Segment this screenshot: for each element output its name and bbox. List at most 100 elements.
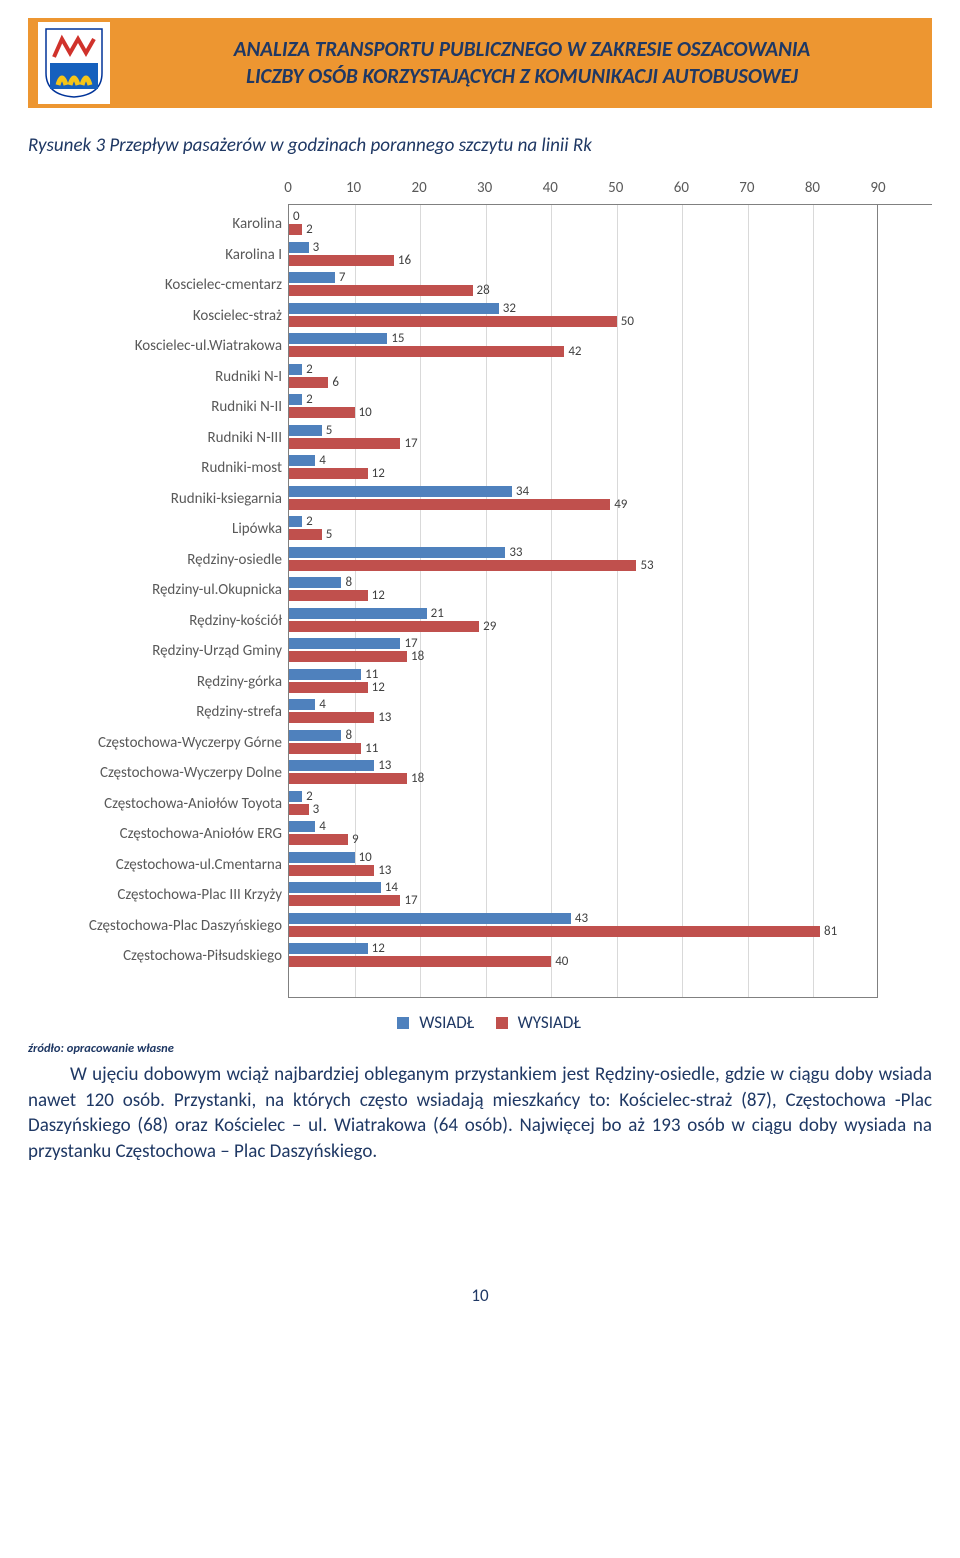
bar	[289, 285, 473, 296]
bar	[289, 346, 564, 357]
bar-row: 811	[289, 727, 877, 758]
bar	[289, 699, 315, 710]
bar	[289, 529, 322, 540]
bar	[289, 333, 387, 344]
bar	[289, 943, 368, 954]
bar-value-label: 8	[345, 729, 352, 742]
category-label: Rędziny-górka	[28, 667, 288, 698]
bar-row: 1718	[289, 635, 877, 666]
bar	[289, 821, 315, 832]
bar	[289, 377, 328, 388]
category-label: Częstochowa-Aniołów ERG	[28, 819, 288, 850]
bar	[289, 425, 322, 436]
bar-value-label: 3	[313, 241, 320, 254]
body-text-content: W ujęciu dobowym wciąż najbardziej obleg…	[28, 1063, 932, 1163]
source-note: źródło: opracowanie własne	[28, 1041, 932, 1056]
bar-value-label: 5	[326, 424, 333, 437]
body-paragraph: W ujęciu dobowym wciąż najbardziej obleg…	[28, 1062, 932, 1165]
bar-value-label: 2	[306, 223, 313, 236]
category-label: Częstochowa-Piłsudskiego	[28, 941, 288, 972]
bar	[289, 272, 335, 283]
x-tick: 90	[870, 179, 885, 197]
bar-row: 728	[289, 269, 877, 300]
bar-value-label: 4	[319, 698, 326, 711]
bar-value-label: 3	[313, 803, 320, 816]
bar-value-label: 29	[483, 620, 496, 633]
bar-value-label: 32	[503, 302, 516, 315]
category-label: Koscielec-ul.Wiatrakowa	[28, 331, 288, 362]
category-label: Koscielec-straż	[28, 301, 288, 332]
category-label: Karolina I	[28, 240, 288, 271]
bar-value-label: 2	[306, 393, 313, 406]
bar	[289, 895, 400, 906]
bar-value-label: 42	[568, 345, 581, 358]
bar	[289, 712, 374, 723]
bar	[289, 468, 368, 479]
bar-row: 26	[289, 361, 877, 392]
bar	[289, 852, 355, 863]
bar-row: 1542	[289, 330, 877, 361]
bar-row: 3353	[289, 544, 877, 575]
bar	[289, 865, 374, 876]
bar-value-label: 2	[306, 515, 313, 528]
bar-value-label: 49	[614, 498, 627, 511]
plot-area: 0102030405060708090 02316728325015422621…	[288, 175, 932, 998]
x-tick: 80	[805, 179, 820, 197]
category-label: Rędziny-ul.Okupnicka	[28, 575, 288, 606]
bar	[289, 773, 407, 784]
bar-value-label: 4	[319, 454, 326, 467]
bar-value-label: 11	[365, 668, 378, 681]
bar	[289, 834, 348, 845]
bar-value-label: 12	[372, 942, 385, 955]
bar	[289, 743, 361, 754]
x-tick: 40	[543, 179, 558, 197]
legend-swatch-wsiadl	[397, 1017, 409, 1029]
bar	[289, 438, 400, 449]
bar	[289, 621, 479, 632]
y-axis-labels: KarolinaKarolina IKoscielec-cmentarzKosc…	[28, 175, 288, 998]
category-label: Częstochowa-Aniołów Toyota	[28, 789, 288, 820]
bar-value-label: 12	[372, 467, 385, 480]
bar-value-label: 13	[378, 759, 391, 772]
bar-row: 13 18	[289, 757, 877, 788]
page-number: 10	[28, 1285, 932, 1306]
figure-caption: Rysunek 3 Przepływ pasażerów w godzinach…	[28, 134, 932, 157]
bar-row: 316	[289, 239, 877, 270]
bar	[289, 316, 617, 327]
legend-swatch-wysiadl	[496, 1017, 508, 1029]
bar	[289, 516, 302, 527]
bar	[289, 638, 400, 649]
bar	[289, 590, 368, 601]
bar	[289, 224, 302, 235]
category-label: Częstochowa-Plac Daszyńskiego	[28, 911, 288, 942]
category-label: Karolina	[28, 209, 288, 240]
bar-value-label: 33	[509, 546, 522, 559]
bar-value-label: 5	[326, 528, 333, 541]
legend-label-b: WYSIADŁ	[518, 1012, 581, 1033]
bar-value-label: 17	[404, 894, 417, 907]
bar	[289, 303, 499, 314]
x-tick: 20	[412, 179, 427, 197]
bar	[289, 242, 309, 253]
header-banner: ANALIZA TRANSPORTU PUBLICZNEGO W ZAKRESI…	[28, 18, 932, 108]
bar	[289, 730, 341, 741]
bar-row: 4381	[289, 910, 877, 941]
bar-value-label: 15	[391, 332, 404, 345]
x-tick: 0	[284, 179, 292, 197]
bar-value-label: 18	[411, 772, 424, 785]
bar-row: 413	[289, 696, 877, 727]
bar-row: 1417	[289, 879, 877, 910]
bar-value-label: 2	[306, 363, 313, 376]
bar-value-label: 10	[359, 851, 372, 864]
banner-title: ANALIZA TRANSPORTU PUBLICZNEGO W ZAKRESI…	[122, 36, 922, 91]
bar	[289, 791, 302, 802]
bar-value-label: 2	[306, 790, 313, 803]
bar-value-label: 0	[293, 210, 300, 223]
bar-value-label: 9	[352, 833, 359, 846]
bar-value-label: 17	[404, 437, 417, 450]
bar-row: 1112	[289, 666, 877, 697]
bar	[289, 547, 505, 558]
banner-title-line1: ANALIZA TRANSPORTU PUBLICZNEGO W ZAKRESI…	[234, 36, 810, 62]
bar	[289, 760, 374, 771]
x-tick: 10	[346, 179, 361, 197]
